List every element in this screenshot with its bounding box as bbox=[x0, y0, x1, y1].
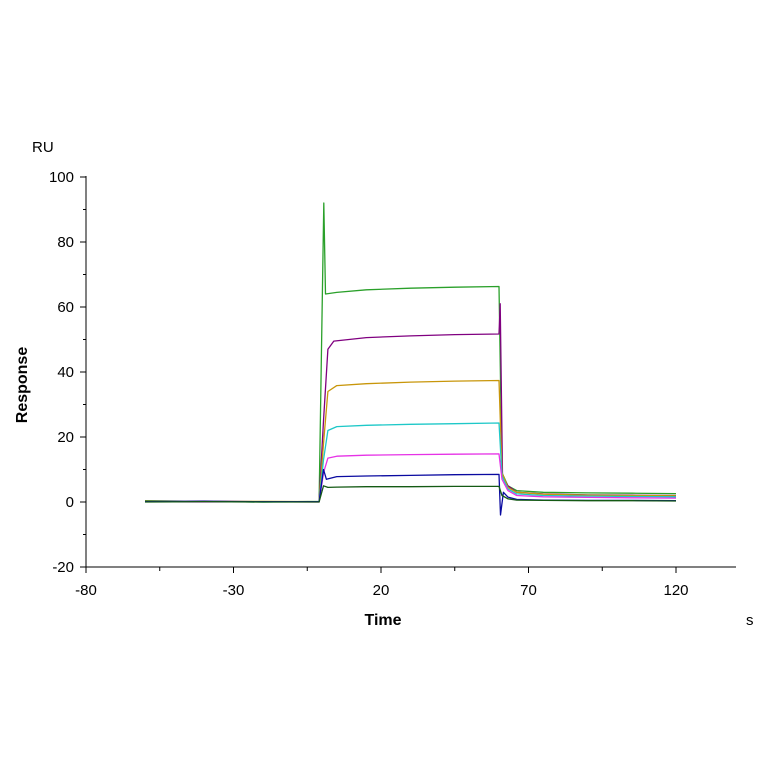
x-tick-label: -80 bbox=[75, 582, 97, 599]
series-line-1 bbox=[144, 202, 677, 503]
x-tick-label: 20 bbox=[373, 582, 390, 599]
series-group bbox=[144, 202, 677, 516]
y-tick-label: 0 bbox=[66, 494, 74, 511]
series-line-3 bbox=[144, 379, 677, 503]
x-ticks: -80 -30 20 70 120 bbox=[75, 567, 689, 599]
x-tick-label: 120 bbox=[663, 582, 688, 599]
y-tick-label: 80 bbox=[57, 234, 74, 251]
y-tick-label: 20 bbox=[57, 429, 74, 446]
y-tick-label: 100 bbox=[49, 169, 74, 186]
x-unit-label: s bbox=[746, 612, 754, 629]
y-axis-title: Response bbox=[14, 347, 31, 424]
y-ticks: -20 0 20 40 60 80 100 bbox=[49, 169, 86, 576]
y-tick-label: 40 bbox=[57, 364, 74, 381]
series-line-6 bbox=[144, 468, 677, 516]
axes bbox=[85, 176, 736, 568]
series-line-2 bbox=[144, 303, 677, 503]
x-axis-title: Time bbox=[364, 612, 401, 629]
y-unit-label: RU bbox=[32, 139, 54, 156]
series-line-4 bbox=[144, 422, 677, 503]
y-tick-label: -20 bbox=[52, 559, 74, 576]
x-tick-label: 70 bbox=[520, 582, 537, 599]
series-line-7 bbox=[144, 485, 677, 503]
y-tick-label: 60 bbox=[57, 299, 74, 316]
x-tick-label: -30 bbox=[223, 582, 245, 599]
